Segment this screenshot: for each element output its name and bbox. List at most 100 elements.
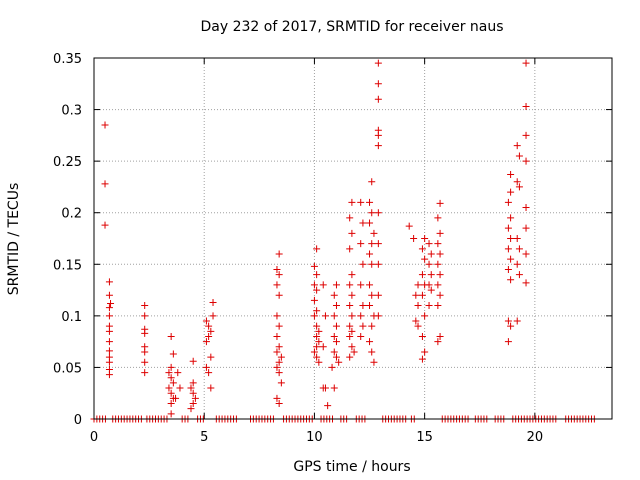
data-point <box>313 286 321 294</box>
data-point <box>310 262 318 270</box>
y-tick-label: 0.2 <box>61 207 82 222</box>
data-point <box>513 178 521 186</box>
y-axis-label: SRMTID / TECUs <box>6 183 22 296</box>
data-point <box>357 312 365 320</box>
data-point <box>101 221 109 229</box>
data-point <box>504 245 512 253</box>
data-point <box>310 348 318 356</box>
data-point <box>105 327 113 335</box>
data-point <box>368 322 376 330</box>
data-point <box>434 240 442 248</box>
data-point <box>366 250 374 258</box>
data-point <box>418 355 426 363</box>
data-point <box>346 302 354 310</box>
data-point <box>202 317 210 325</box>
data-point <box>504 317 512 325</box>
data-point <box>368 178 376 186</box>
data-point <box>105 312 113 320</box>
data-point <box>169 350 177 358</box>
data-points <box>90 59 598 423</box>
data-point <box>421 312 429 320</box>
data-point <box>310 281 318 289</box>
data-point <box>165 369 173 377</box>
data-point <box>414 281 422 289</box>
data-point <box>313 307 321 315</box>
data-point <box>141 369 149 377</box>
data-point <box>167 410 175 418</box>
data-point <box>522 224 530 232</box>
data-point <box>165 384 173 392</box>
data-point <box>421 235 429 242</box>
data-point <box>275 250 283 258</box>
data-point <box>513 317 521 325</box>
data-point <box>189 357 197 365</box>
data-point <box>522 204 530 212</box>
data-point <box>513 142 521 150</box>
data-point <box>167 389 175 397</box>
y-tick-label: 0.3 <box>61 104 82 119</box>
data-point <box>414 302 422 310</box>
data-point <box>434 281 442 289</box>
data-point <box>105 304 113 312</box>
data-point <box>366 302 374 310</box>
data-point <box>359 219 367 227</box>
data-point <box>368 209 376 217</box>
data-point <box>277 353 285 361</box>
data-point <box>313 353 321 361</box>
data-point <box>346 322 354 330</box>
data-point <box>374 260 382 268</box>
data-point <box>515 271 523 279</box>
data-point <box>346 214 354 222</box>
data-point <box>167 332 175 340</box>
data-point <box>277 379 285 387</box>
x-tick-label: 15 <box>416 430 433 445</box>
data-point <box>167 363 175 371</box>
x-tick-label: 5 <box>200 430 208 445</box>
data-point <box>370 358 378 366</box>
data-point <box>275 369 283 377</box>
data-point <box>141 329 149 337</box>
data-point <box>522 279 530 287</box>
data-point <box>357 198 365 206</box>
data-point <box>275 343 283 351</box>
data-point <box>330 291 338 299</box>
data-point <box>191 394 199 402</box>
data-point <box>507 235 515 242</box>
data-point <box>207 327 215 335</box>
chart-title: Day 232 of 2017, SRMTID for receiver nau… <box>200 19 503 35</box>
data-point <box>313 271 321 279</box>
data-point <box>275 271 283 279</box>
data-point <box>436 271 444 279</box>
data-point <box>202 338 210 346</box>
data-point <box>313 245 321 253</box>
data-point <box>348 327 356 335</box>
data-point <box>522 59 530 67</box>
data-point <box>348 198 356 206</box>
data-point <box>368 240 376 248</box>
data-point <box>348 291 356 299</box>
data-point <box>434 260 442 268</box>
data-point <box>425 240 433 248</box>
data-point <box>319 281 327 289</box>
data-point <box>105 371 113 379</box>
data-point <box>515 152 523 160</box>
data-point <box>348 343 356 351</box>
data-point <box>101 180 109 188</box>
data-point <box>421 255 429 263</box>
axis-ticks: 0 5 10 15 20 0 0.05 0.1 0.15 0.2 0.25 0.3 0.35 <box>53 52 612 445</box>
data-point <box>522 250 530 258</box>
data-point <box>107 299 115 307</box>
y-tick-label: 0.15 <box>53 258 82 273</box>
data-point <box>425 260 433 268</box>
data-point <box>310 296 318 304</box>
data-point <box>275 358 283 366</box>
data-point <box>350 348 358 356</box>
data-point <box>207 384 215 392</box>
data-point <box>359 302 367 310</box>
data-point <box>205 332 213 340</box>
data-point <box>348 229 356 237</box>
data-point <box>504 265 512 273</box>
data-point <box>357 240 365 248</box>
y-tick-label: 0.35 <box>53 52 82 67</box>
